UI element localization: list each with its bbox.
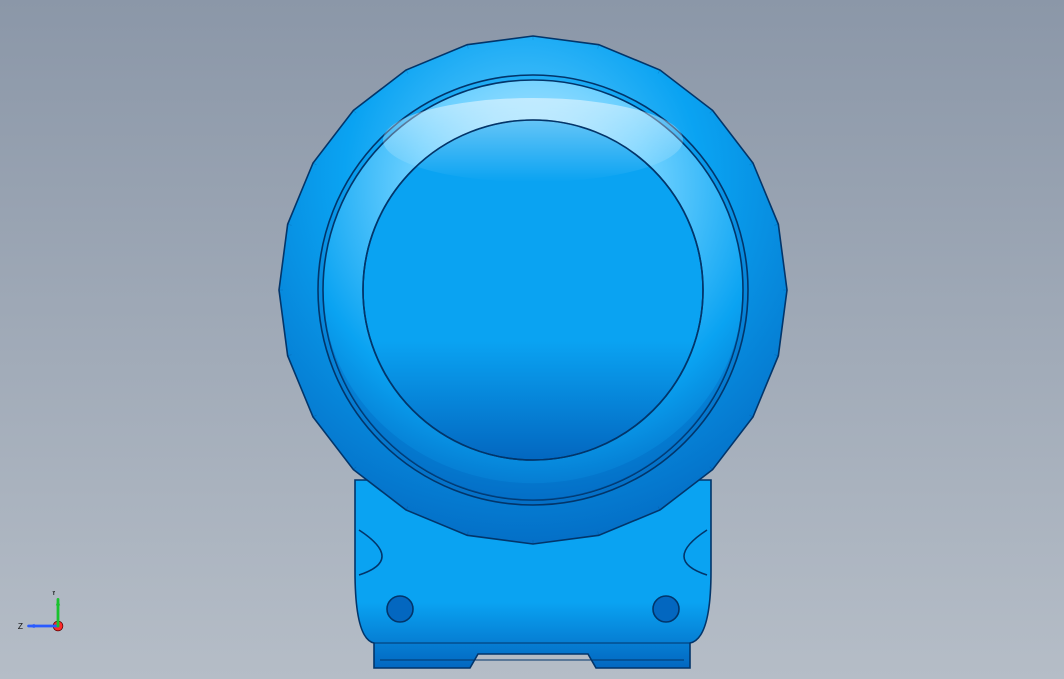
scene-svg: [0, 0, 1064, 679]
triad-label-z: Z: [18, 621, 23, 631]
orientation-triad[interactable]: ZY: [18, 591, 98, 661]
mount-hole-left: [387, 596, 413, 622]
triad-axis-y: Y: [51, 591, 60, 626]
mount-hole-right: [653, 596, 679, 622]
cad-viewport[interactable]: ZY: [0, 0, 1064, 679]
triad-axis-z: Z: [18, 621, 58, 631]
specular-highlight: [383, 98, 683, 182]
triad-label-y: Y: [51, 591, 57, 597]
